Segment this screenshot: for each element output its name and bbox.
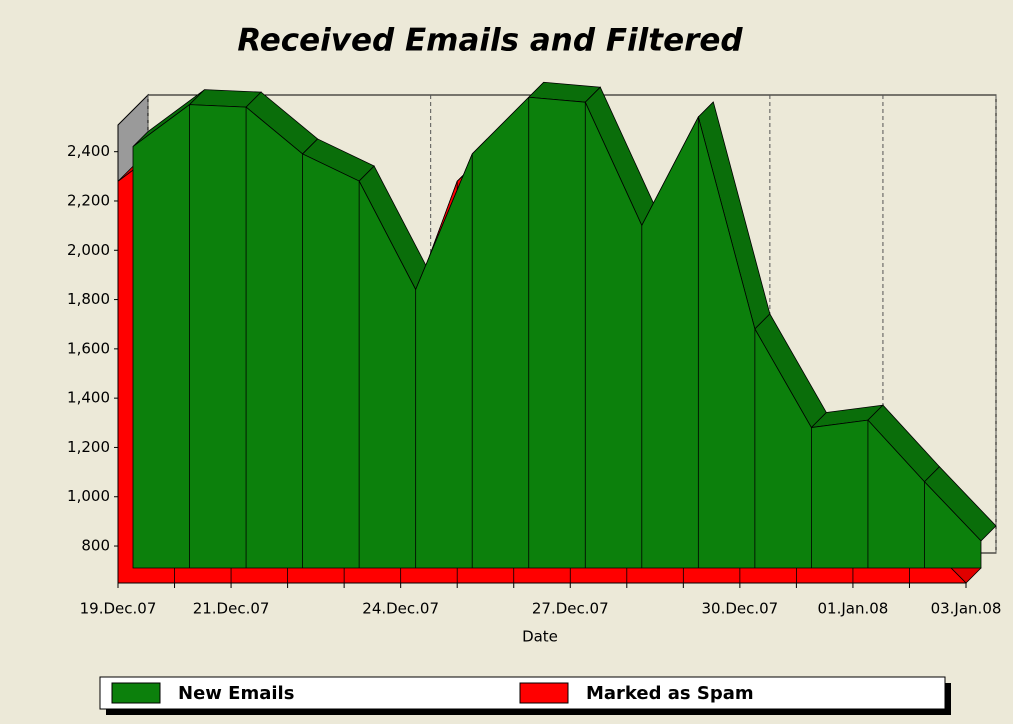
y-tick-label: 2,400	[67, 142, 110, 160]
legend-swatch	[111, 682, 161, 704]
chart-title: Received Emails and Filtered	[237, 23, 743, 59]
x-tick-label: 19.Dec.07	[80, 600, 157, 618]
y-tick-label: 1,200	[67, 438, 110, 456]
x-tick-label: 30.Dec.07	[701, 600, 778, 618]
series-group	[132, 81, 997, 569]
y-tick-label: 2,200	[67, 191, 110, 209]
y-tick-label: 1,000	[67, 487, 110, 505]
legend-label: Marked as Spam	[586, 683, 754, 704]
y-tick-label: 1,800	[67, 290, 110, 308]
legend-label: New Emails	[178, 683, 294, 704]
legend-swatch	[519, 682, 569, 704]
x-tick-label: 01.Jan.08	[818, 600, 889, 618]
x-tick-label: 27.Dec.07	[532, 600, 609, 618]
x-tick-label: 24.Dec.07	[362, 600, 439, 618]
y-tick-label: 1,600	[67, 339, 110, 357]
y-tick-label: 2,000	[67, 241, 110, 259]
x-tick-label: 21.Dec.07	[193, 600, 270, 618]
x-tick-label: 03.Jan.08	[931, 600, 1002, 618]
y-tick-label: 1,400	[67, 389, 110, 407]
y-tick-label: 800	[81, 537, 110, 555]
x-axis-label: Date	[522, 628, 558, 646]
